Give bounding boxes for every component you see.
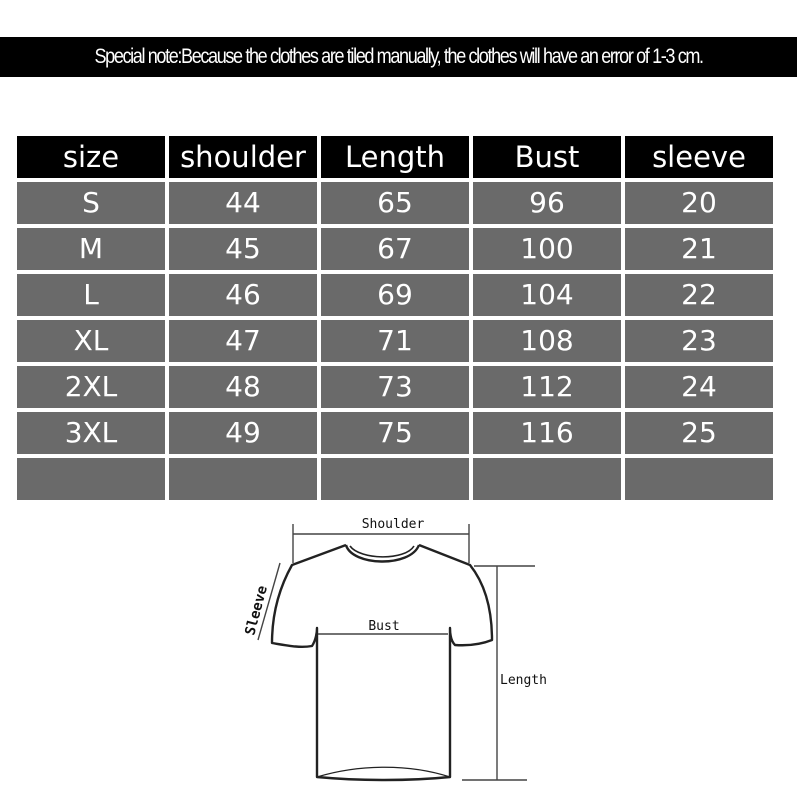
cell — [321, 458, 469, 500]
cell: M — [17, 228, 165, 270]
table-header-row: size shoulder Length Bust sleeve — [17, 136, 773, 178]
table-row: S 44 65 96 20 — [17, 182, 773, 224]
tshirt-collar-outer — [344, 544, 421, 563]
cell: 45 — [169, 228, 317, 270]
tshirt-collar-inner — [349, 545, 415, 558]
cell: 71 — [321, 320, 469, 362]
sleeve-line — [257, 562, 281, 641]
cell: 23 — [625, 320, 773, 362]
cell: 20 — [625, 182, 773, 224]
cell: L — [17, 274, 165, 316]
header-bust: Bust — [473, 136, 621, 178]
cell: 75 — [321, 412, 469, 454]
cell: XL — [17, 320, 165, 362]
table-row: M 45 67 100 21 — [17, 228, 773, 270]
cell: 21 — [625, 228, 773, 270]
cell: 25 — [625, 412, 773, 454]
cell — [625, 458, 773, 500]
tshirt-hem — [316, 766, 451, 778]
special-note-text: Special note:Because the clothes are til… — [94, 45, 704, 68]
cell — [169, 458, 317, 500]
cell: 112 — [473, 366, 621, 408]
cell: 49 — [169, 412, 317, 454]
cell: 44 — [169, 182, 317, 224]
shoulder-label: Shoulder — [362, 517, 425, 532]
tshirt-body — [270, 543, 494, 782]
bust-label: Bust — [368, 619, 399, 634]
length-label: Length — [500, 673, 547, 688]
table-row: 3XL 49 75 116 25 — [17, 412, 773, 454]
table-row: 2XL 48 73 112 24 — [17, 366, 773, 408]
cell: 104 — [473, 274, 621, 316]
cell: 65 — [321, 182, 469, 224]
header-shoulder: shoulder — [169, 136, 317, 178]
cell: 48 — [169, 366, 317, 408]
table-row-empty — [17, 458, 773, 500]
cell — [473, 458, 621, 500]
header-size: size — [17, 136, 165, 178]
table-row: XL 47 71 108 23 — [17, 320, 773, 362]
cell: 67 — [321, 228, 469, 270]
cell: 24 — [625, 366, 773, 408]
cell: 116 — [473, 412, 621, 454]
cell: 69 — [321, 274, 469, 316]
cell: 96 — [473, 182, 621, 224]
tshirt-outline — [270, 543, 494, 782]
table-row: L 46 69 104 22 — [17, 274, 773, 316]
cell: 108 — [473, 320, 621, 362]
measurement-lines — [257, 524, 535, 781]
special-note-banner: Special note:Because the clothes are til… — [0, 37, 797, 77]
cell: 73 — [321, 366, 469, 408]
cell: 100 — [473, 228, 621, 270]
size-chart-table: size shoulder Length Bust sleeve S 44 65 96… — [13, 132, 777, 504]
cell: 47 — [169, 320, 317, 362]
cell: 2XL — [17, 366, 165, 408]
header-length: Length — [321, 136, 469, 178]
cell: 22 — [625, 274, 773, 316]
cell: 46 — [169, 274, 317, 316]
header-sleeve: sleeve — [625, 136, 773, 178]
cell — [17, 458, 165, 500]
cell: S — [17, 182, 165, 224]
cell: 3XL — [17, 412, 165, 454]
